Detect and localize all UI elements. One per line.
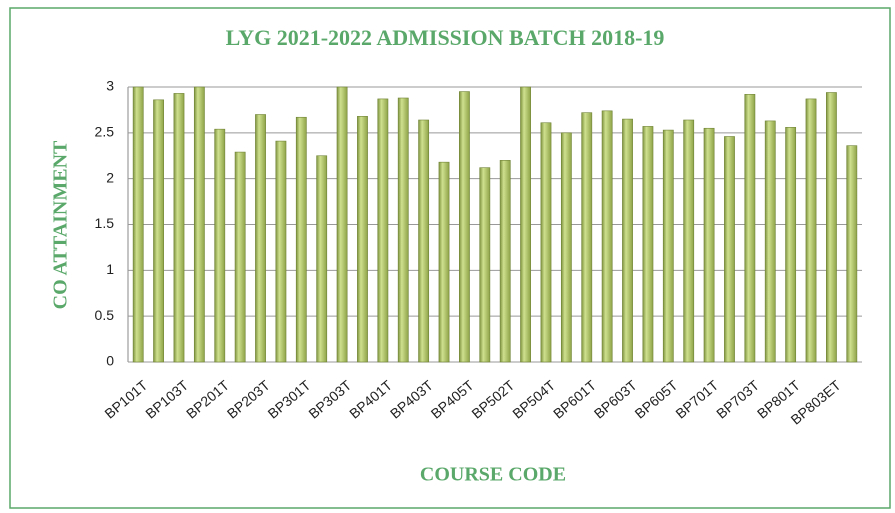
y-tick-label: 3 bbox=[106, 78, 114, 94]
bar bbox=[846, 145, 858, 363]
bar bbox=[377, 98, 389, 363]
chart-title: LYG 2021-2022 ADMISSION BATCH 2018-19 bbox=[226, 25, 665, 50]
bar bbox=[255, 114, 266, 363]
y-tick-label: 2.5 bbox=[95, 124, 115, 140]
x-axis-title: COURSE CODE bbox=[420, 464, 566, 486]
bar bbox=[826, 92, 837, 363]
bar bbox=[397, 97, 409, 363]
bar bbox=[173, 93, 185, 363]
bar bbox=[703, 127, 715, 363]
bar bbox=[459, 91, 470, 363]
bar bbox=[622, 118, 633, 363]
bar bbox=[295, 116, 307, 363]
bar bbox=[744, 94, 756, 363]
y-axis-title: CO ATTAINMENT bbox=[50, 140, 72, 309]
bar bbox=[560, 132, 572, 363]
bar bbox=[805, 98, 817, 363]
bar bbox=[662, 129, 674, 363]
y-tick-label: 0.5 bbox=[95, 307, 115, 323]
y-tick-label: 1 bbox=[106, 261, 114, 277]
bar bbox=[234, 151, 246, 363]
y-tick-label: 2 bbox=[106, 169, 114, 185]
bar bbox=[418, 119, 430, 363]
bar bbox=[601, 110, 613, 363]
bar bbox=[336, 86, 348, 363]
bar bbox=[724, 136, 735, 363]
bar bbox=[438, 161, 450, 363]
bar bbox=[581, 112, 593, 363]
bar bbox=[683, 119, 695, 363]
bar bbox=[520, 86, 531, 363]
bar bbox=[193, 86, 205, 363]
bar bbox=[479, 167, 491, 363]
y-tick-label: 1.5 bbox=[95, 215, 115, 231]
bar bbox=[764, 120, 776, 363]
bar bbox=[499, 160, 511, 363]
bar bbox=[316, 155, 328, 363]
bar bbox=[785, 127, 797, 363]
bar bbox=[540, 122, 552, 363]
bar bbox=[275, 140, 287, 363]
bar bbox=[357, 116, 368, 363]
bar bbox=[642, 126, 654, 363]
bar bbox=[214, 128, 226, 363]
bar bbox=[153, 99, 164, 363]
y-tick-label: 0 bbox=[106, 353, 114, 369]
bar bbox=[132, 86, 144, 363]
